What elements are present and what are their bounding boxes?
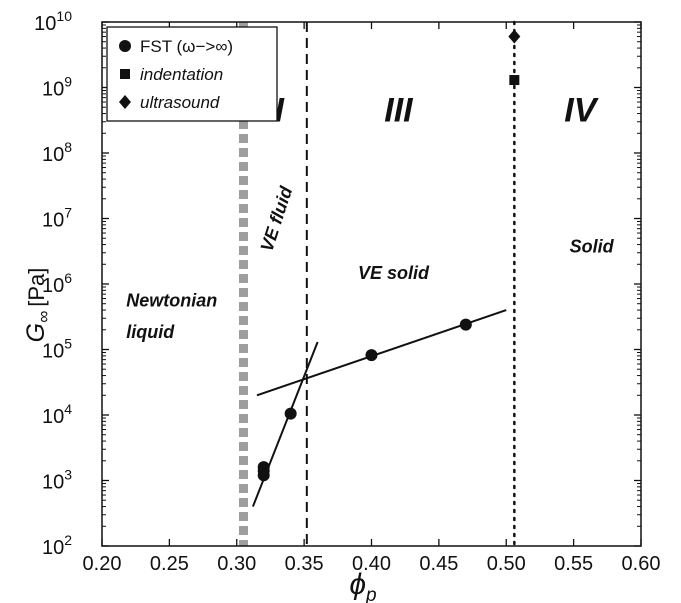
y-tick-label-9: 1010 [34,8,72,35]
legend-label-2: indentation [140,65,223,84]
legend-box [106,26,278,122]
x-tick-label-4: 0.35 [285,553,324,575]
fit-line-1 [251,341,319,507]
region-label-4: IV [564,92,599,130]
y-tick-label-1: 102 [42,532,72,559]
x-tick-label-9: 0.60 [622,553,661,575]
legend-label-3: ultrasound [140,93,220,112]
x-tick-label-6: 0.45 [419,553,458,575]
x-tick-label-7: 0.50 [487,553,526,575]
y-axis-label: G∞ [Pa] [22,268,53,343]
x-axis-label: ϕp [349,568,376,603]
annotation-5: VE fluid [257,183,297,254]
data-point-circle-3 [257,461,270,474]
region-label-3: III [384,92,414,130]
data-point-circle-6 [459,318,472,331]
legend: FST (ω−>∞) indentation ultrasound [106,26,278,122]
x-axis-label-sub: p [365,585,377,603]
data-point-circle-5 [365,349,378,362]
legend-marker-circle [119,40,131,52]
data-point-square-1 [509,75,520,86]
legend-marker-diamond [119,95,131,109]
y-axis-label-unit: [Pa] [24,268,49,307]
annotation-2: liquid [126,322,175,342]
y-axis-label-main: G [22,323,50,342]
y-tick-label-2: 103 [42,467,72,494]
data-points [257,29,521,482]
y-tick-label-8: 109 [42,74,72,101]
y-tick-label-6: 107 [42,205,72,232]
plot-frame: 0.20 0.25 0.30 0.35 0.40 0.45 0.50 0.55 0.60 102 1… [34,8,660,575]
y-tick-label-3: 104 [42,401,72,428]
x-axis-label-main: ϕ [349,568,366,601]
y-tick-label-7: 108 [42,139,72,166]
x-tick-label-3: 0.30 [217,553,256,575]
legend-label-1: FST (ω−>∞) [140,37,233,56]
annotation-1: Newtonian [126,291,217,311]
data-point-diamond-1 [508,29,521,44]
x-tick-label-8: 0.55 [554,553,593,575]
x-tick-label-5: 0.40 [352,553,391,575]
boundary-lines [238,20,516,548]
legend-marker-square [120,69,130,79]
y-axis-label-sub: ∞ [34,311,53,323]
x-tick-label-1: 0.20 [83,553,122,575]
x-tick-label-2: 0.25 [150,553,189,575]
annotation-4: Solid [570,237,615,257]
annotation-3: VE solid [358,263,430,283]
y-tick-label-5: 106 [42,270,72,297]
y-tick-label-4: 105 [42,336,72,363]
data-point-circle-4 [284,407,297,420]
